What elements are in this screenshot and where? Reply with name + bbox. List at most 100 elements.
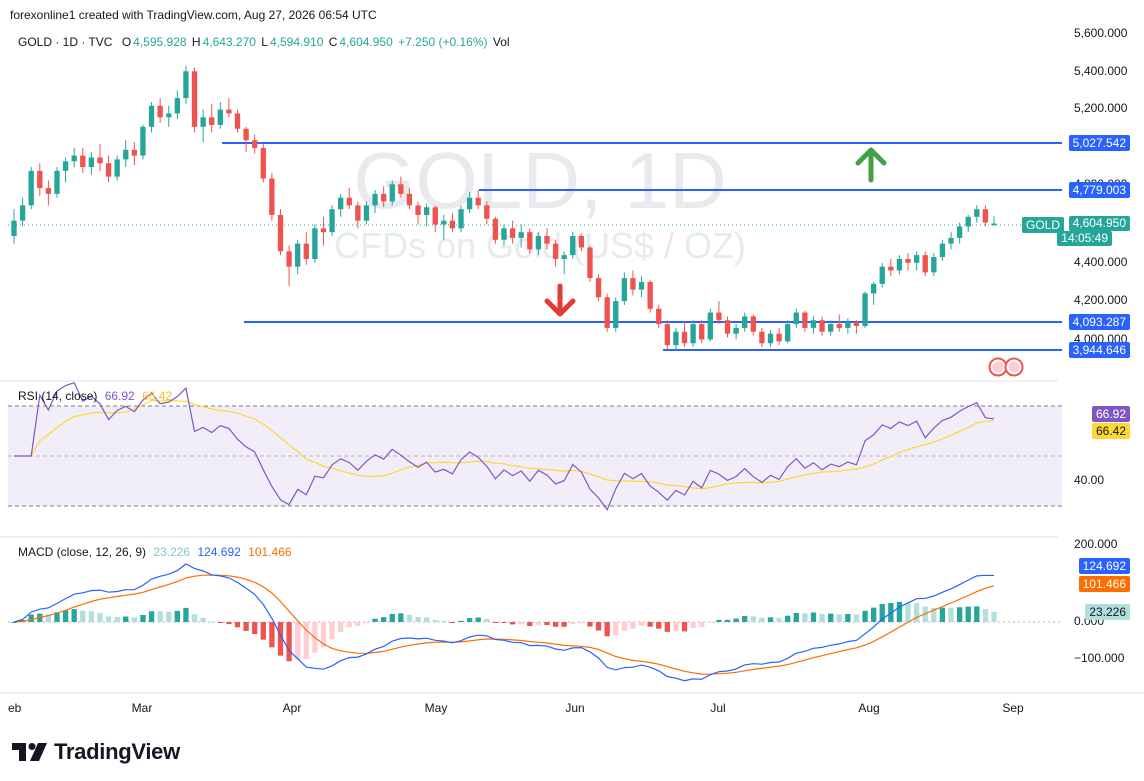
macd-histogram-bar	[234, 622, 241, 628]
candle-body	[363, 205, 370, 221]
us-flag-event-icon[interactable]	[1004, 357, 1024, 377]
candle-body	[252, 140, 258, 148]
candle-body	[656, 308, 662, 325]
candle-body	[355, 205, 361, 221]
us-flag-event-icon[interactable]	[988, 357, 1008, 377]
macd-histogram-bar	[535, 622, 542, 626]
macd-histogram-bar	[570, 622, 576, 624]
candle-body	[991, 223, 997, 226]
price-axis-tick: 4,400.000	[1074, 255, 1128, 269]
arrow-down-icon[interactable]	[544, 283, 576, 317]
rsi-line	[14, 381, 995, 511]
candle-body	[11, 220, 17, 236]
rsi-legend[interactable]: RSI (14, close) 66.92 66.42	[18, 389, 172, 403]
watermark-title: GOLD, 1D	[353, 136, 726, 225]
tradingview-logo-icon	[12, 743, 47, 761]
candle-body	[621, 278, 628, 302]
macd-histogram-bar	[681, 622, 688, 632]
macd-histogram-bar	[303, 622, 309, 660]
macd-histogram-bar	[578, 622, 585, 624]
macd-histogram-bar	[836, 614, 842, 622]
arrow-up-icon[interactable]	[855, 147, 887, 183]
macd-histogram-bar	[226, 622, 232, 625]
macd-histogram-bar	[432, 619, 438, 622]
macd-histogram-bar	[759, 617, 765, 622]
macd-histogram-bar	[380, 617, 387, 622]
macd-histogram-bar	[252, 622, 258, 635]
candle-body	[200, 117, 206, 127]
macd-histogram-bar	[148, 611, 155, 622]
macd-legend-signal: 101.466	[248, 545, 292, 559]
time-axis-label: May	[425, 701, 448, 715]
candle-body	[974, 209, 980, 217]
symbol-title[interactable]: GOLD · 1D · TVC	[18, 35, 113, 49]
candle-body	[742, 316, 748, 328]
tradingview-logo[interactable]: TradingView	[12, 739, 180, 765]
change-value: +7.250 (+0.16%)	[398, 35, 488, 49]
level-price-label[interactable]: 4,779.003	[1068, 182, 1130, 198]
candle-body	[28, 170, 34, 206]
level-price-label[interactable]: 5,027.542	[1068, 135, 1130, 151]
macd-histogram-bar	[931, 607, 937, 622]
macd-histogram-bar	[484, 618, 490, 622]
candle-body	[931, 257, 937, 273]
rsi-title[interactable]: RSI (14, close)	[18, 389, 98, 403]
candle-body	[570, 235, 576, 256]
macd-histogram-bar	[45, 614, 52, 622]
candle-body	[664, 324, 670, 346]
candle-body	[338, 197, 344, 210]
macd-histogram-bar	[518, 622, 524, 625]
time-axis-label: Sep	[1002, 701, 1024, 715]
macd-histogram-bar	[621, 622, 628, 631]
candle-body	[862, 293, 868, 326]
macd-histogram-bar	[544, 622, 550, 626]
macd-axis-tick: −100.000	[1074, 651, 1125, 665]
candle-body	[114, 159, 120, 177]
candle-body	[527, 232, 533, 250]
last-price-symbol-tag[interactable]: GOLD	[1021, 217, 1064, 233]
time-axis-label: Aug	[858, 701, 879, 715]
macd-histogram-bar	[656, 622, 662, 629]
candle-body	[312, 228, 318, 259]
candle-body	[905, 258, 911, 263]
level-price-label[interactable]: 3,944.646	[1068, 342, 1130, 358]
macd-histogram-bar	[552, 622, 559, 627]
last-price-label[interactable]: 4,604.950	[1068, 216, 1130, 231]
macd-histogram-bar	[862, 610, 868, 622]
price-axis-tick: 5,400.000	[1074, 64, 1128, 78]
macd-histogram-bar	[217, 622, 223, 623]
candle-body	[80, 155, 86, 168]
candle-body	[638, 281, 645, 290]
candle-body	[19, 205, 26, 221]
macd-histogram-bar	[140, 614, 146, 622]
macd-histogram-bar	[922, 606, 928, 622]
macd-title[interactable]: MACD (close, 12, 26, 9)	[18, 545, 147, 559]
rsi-legend-ma: 66.42	[142, 389, 173, 403]
macd-histogram-bar	[11, 622, 17, 623]
hist-value-label: 23.226	[1085, 604, 1130, 620]
time-axis-label: Mar	[132, 701, 153, 715]
candle-body	[587, 247, 593, 279]
volume-label: Vol	[492, 35, 510, 49]
macd-histogram-bar	[939, 607, 946, 622]
macd-legend[interactable]: MACD (close, 12, 26, 9) 23.226 124.692 1…	[18, 545, 292, 559]
candle-body	[183, 71, 189, 99]
macd-histogram-bar	[105, 616, 112, 622]
candle-body	[733, 327, 739, 334]
macd-histogram-bar	[423, 617, 430, 622]
macd-histogram-bar	[785, 615, 791, 622]
level-price-label[interactable]: 4,093.287	[1068, 314, 1130, 330]
macd-histogram-bar	[956, 607, 963, 622]
candle-body	[432, 207, 438, 225]
candle-body	[174, 98, 180, 114]
macd-histogram-bar	[355, 622, 361, 626]
macd-histogram-bar	[54, 612, 60, 622]
open-label: O	[121, 35, 132, 49]
candle-body	[97, 157, 103, 164]
time-axis-label: Jul	[710, 701, 725, 715]
candle-body	[922, 255, 928, 273]
macd-histogram-bar	[415, 616, 421, 622]
candle-body	[346, 197, 352, 206]
